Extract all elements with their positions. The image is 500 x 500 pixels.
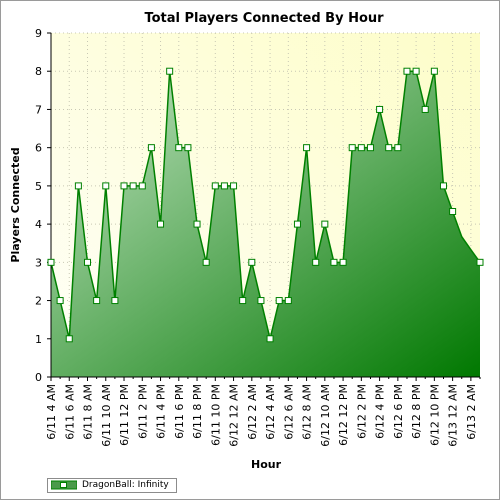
data-point-marker xyxy=(376,105,384,113)
axes xyxy=(50,33,480,378)
y-tick-label: 3 xyxy=(35,256,42,269)
x-tick-label: 6/12 8 AM xyxy=(301,384,314,440)
x-tick-label: 6/12 12 AM xyxy=(228,384,241,447)
x-tick-label: 6/12 4 PM xyxy=(374,384,387,439)
data-point-marker xyxy=(84,258,92,266)
x-tick-label: 6/13 12 AM xyxy=(447,384,460,447)
x-tick-label: 6/12 10 PM xyxy=(428,384,441,446)
y-axis-label: Players Connected xyxy=(9,147,22,262)
data-point-marker xyxy=(449,207,457,215)
x-tick-label: 6/12 4 AM xyxy=(264,384,277,440)
x-tick-label: 6/13 2 AM xyxy=(465,384,478,440)
data-point-marker xyxy=(385,144,393,152)
x-tick-label: 6/12 12 PM xyxy=(337,384,350,446)
y-tick-label: 2 xyxy=(35,295,42,308)
y-tick-label: 5 xyxy=(35,180,42,193)
data-point-marker xyxy=(394,144,402,152)
y-ticks: 0 1 2 3 4 5 6 7 8 9 xyxy=(35,27,51,384)
x-tick-label: 6/12 6 PM xyxy=(392,384,405,439)
data-point-marker xyxy=(476,258,484,266)
data-point-marker xyxy=(147,144,155,152)
data-point-marker xyxy=(175,144,183,152)
data-point-marker xyxy=(157,220,165,228)
data-point-marker xyxy=(129,182,137,190)
data-point-marker xyxy=(430,67,438,75)
data-point-marker xyxy=(266,335,274,343)
x-tick-label: 6/11 8 AM xyxy=(82,384,95,440)
x-tick-label: 6/11 6 PM xyxy=(173,384,186,439)
data-point-marker xyxy=(193,220,201,228)
data-point-marker xyxy=(248,258,256,266)
data-point-marker xyxy=(202,258,210,266)
data-point-marker xyxy=(403,67,411,75)
data-point-marker xyxy=(56,297,64,305)
data-markers xyxy=(47,67,484,343)
data-point-marker xyxy=(166,67,174,75)
data-point-marker xyxy=(230,182,238,190)
data-point-marker xyxy=(348,144,356,152)
data-point-marker xyxy=(321,220,329,228)
y-tick-label: 4 xyxy=(35,218,42,231)
data-point-marker xyxy=(312,258,320,266)
data-point-marker xyxy=(184,144,192,152)
data-point-marker xyxy=(357,144,365,152)
legend-label: DragonBall: Infinity xyxy=(82,480,169,490)
data-point-marker xyxy=(303,144,311,152)
x-tick-label: 6/11 4 PM xyxy=(155,384,168,439)
x-tick-label: 6/12 2 PM xyxy=(355,384,368,439)
x-tick-label: 6/12 10 AM xyxy=(319,384,332,447)
x-tick-label: 6/12 8 PM xyxy=(410,384,423,439)
data-point-marker xyxy=(102,182,110,190)
data-point-marker xyxy=(275,297,283,305)
x-ticks: 6/11 4 AM 6/11 6 AM 6/11 8 AM 6/11 10 AM 6/1… xyxy=(45,377,481,447)
x-tick-label: 6/11 10 AM xyxy=(100,384,113,447)
data-point-marker xyxy=(138,182,146,190)
x-axis-label: Hour xyxy=(251,458,282,471)
y-tick-label: 6 xyxy=(35,142,42,155)
data-point-marker xyxy=(366,144,374,152)
data-point-marker xyxy=(257,297,265,305)
y-tick-label: 0 xyxy=(35,371,42,384)
data-point-marker xyxy=(211,182,219,190)
y-tick-label: 9 xyxy=(35,27,42,40)
data-point-marker xyxy=(93,297,101,305)
data-point-marker xyxy=(120,182,128,190)
chart-title: Total Players Connected By Hour xyxy=(144,11,384,26)
data-point-marker xyxy=(339,258,347,266)
y-tick-label: 7 xyxy=(35,103,42,116)
x-tick-label: 6/12 6 AM xyxy=(282,384,295,440)
x-tick-label: 6/11 6 AM xyxy=(63,384,76,440)
y-tick-label: 8 xyxy=(35,65,42,78)
data-point-marker xyxy=(293,220,301,228)
x-tick-label: 6/11 12 PM xyxy=(118,384,131,446)
data-point-marker xyxy=(412,67,420,75)
data-point-marker xyxy=(111,297,119,305)
data-point-marker xyxy=(421,105,429,113)
y-tick-label: 1 xyxy=(35,333,42,346)
x-tick-label: 6/12 2 AM xyxy=(246,384,259,440)
data-point-marker xyxy=(439,182,447,190)
data-point-marker xyxy=(65,335,73,343)
x-tick-label: 6/11 4 AM xyxy=(45,384,58,440)
x-tick-label: 6/11 8 PM xyxy=(191,384,204,439)
data-point-marker xyxy=(284,297,292,305)
x-tick-label: 6/11 2 PM xyxy=(136,384,149,439)
x-tick-label: 6/11 10 PM xyxy=(209,384,222,446)
data-point-marker xyxy=(220,182,228,190)
data-point-marker xyxy=(330,258,338,266)
data-point-marker xyxy=(239,297,247,305)
data-point-marker xyxy=(74,182,82,190)
data-point-marker xyxy=(47,258,55,266)
legend: DragonBall: Infinity xyxy=(47,478,177,493)
legend-swatch xyxy=(51,480,77,490)
